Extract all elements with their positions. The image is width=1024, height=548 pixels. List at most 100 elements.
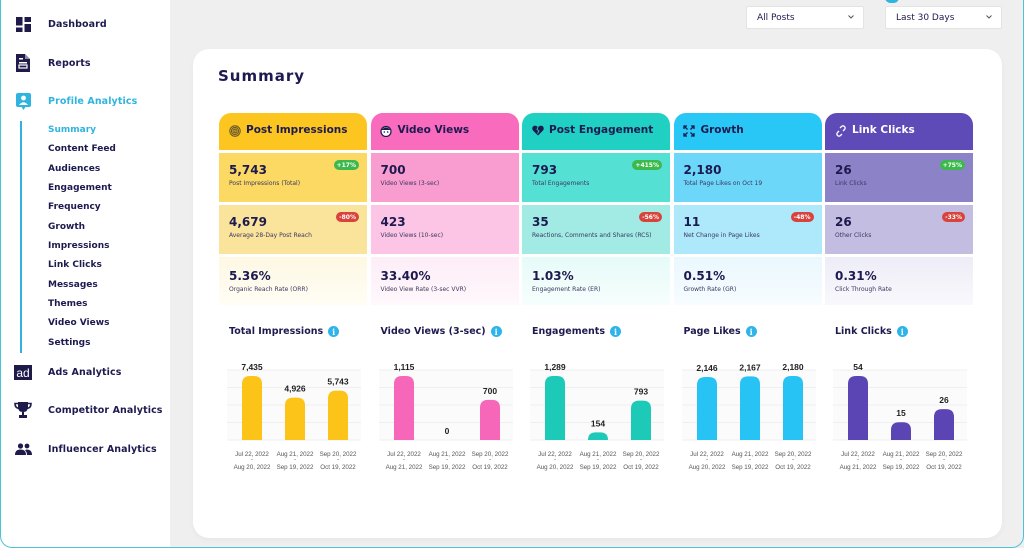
bar	[739, 376, 760, 440]
toggle-indicator[interactable]	[885, 0, 899, 3]
bar	[891, 422, 911, 440]
x-tick-separator: -	[900, 456, 902, 463]
bar	[242, 376, 262, 440]
metric-cell: 5,743 Post Impressions (Total) +17%	[219, 153, 367, 202]
report-icon	[14, 54, 32, 72]
x-tick-separator: -	[748, 456, 750, 463]
submenu-item-frequency[interactable]: Frequency	[48, 202, 101, 212]
summary-metrics-grid: Post Impressions 5,743 Post Impressions …	[219, 113, 973, 305]
info-icon[interactable]: i	[328, 326, 340, 337]
data-label: 700	[482, 386, 496, 396]
data-label: 793	[634, 387, 648, 397]
chart-title: Page Likes	[683, 326, 741, 337]
chart-title: Engagements	[532, 326, 606, 337]
metric-label: Video Views (3-sec)	[380, 180, 440, 187]
sidebar-item-profile-analytics[interactable]: Profile Analytics	[0, 91, 170, 111]
face-icon	[380, 124, 393, 137]
info-icon[interactable]: i	[490, 326, 502, 337]
x-tick-label: Aug 21, 2022	[277, 451, 314, 458]
sidebar-item-influencer-analytics[interactable]: Influencer Analytics	[0, 439, 170, 459]
sidebar-item-ads-analytics[interactable]: ad Ads Analytics	[0, 362, 170, 382]
metric-label: Video Views (10-sec)	[380, 232, 444, 239]
submenu-item-audiences[interactable]: Audiences	[48, 164, 101, 174]
x-tick-label: Jul 22, 2022	[538, 451, 572, 458]
submenu-item-link-clicks[interactable]: Link Clicks	[48, 260, 102, 270]
metric-value: 11	[683, 215, 701, 229]
metric-value: 2,180	[683, 163, 722, 177]
x-tick-label: Jul 22, 2022	[235, 451, 269, 458]
sidebar-item-label: Profile Analytics	[48, 95, 138, 107]
metric-cell: 793 Total Engagements +415%	[522, 153, 670, 202]
metric-value: 5.36%	[229, 269, 271, 283]
metric-cell: 26 Link Clicks +75%	[825, 153, 973, 202]
metric-cell: 26 Other Clicks -33%	[825, 205, 973, 254]
x-tick-label: Jul 22, 2022	[690, 451, 724, 458]
metric-column-title: Post Impressions	[246, 124, 348, 136]
sidebar-item-dashboard[interactable]: Dashboard	[0, 14, 170, 34]
sidebar-item-label: Influencer Analytics	[48, 443, 157, 455]
submenu-item-impressions[interactable]: Impressions	[48, 241, 110, 251]
x-tick-separator: -	[488, 456, 490, 463]
metric-cell: 33.40% Video View Rate (3-sec VVR)	[370, 257, 519, 305]
metric-column-link-clicks: Link Clicks 26 Link Clicks +75% 26 Other…	[825, 113, 973, 305]
data-label: 1,115	[393, 362, 414, 372]
info-icon[interactable]: i	[610, 326, 622, 337]
x-tick-label: Sep 20, 2022	[471, 451, 508, 458]
bar	[588, 432, 608, 440]
metric-value: 793	[532, 163, 558, 177]
dashboard-icon	[14, 15, 32, 33]
submenu-item-video-views[interactable]: Video Views	[48, 318, 110, 328]
metric-label: Reactions, Comments and Shares (RCS)	[532, 232, 652, 239]
metric-column-post-engagement: Post Engagement 793 Total Engagements +4…	[522, 113, 670, 305]
x-tick-label: Aug 20, 2022	[234, 464, 271, 471]
data-label: 5,743	[327, 377, 349, 387]
metric-column-title: Video Views	[397, 124, 470, 136]
submenu-item-themes[interactable]: Themes	[48, 299, 88, 309]
submenu-item-settings[interactable]: Settings	[48, 338, 91, 348]
bar	[934, 409, 954, 440]
metric-value: 4,679	[229, 215, 267, 229]
metric-column-header: Post Impressions	[219, 113, 367, 150]
metric-column-header: Growth	[673, 113, 822, 150]
metric-cell: 0.51% Growth Rate (GR)	[673, 257, 822, 305]
submenu-item-engagement[interactable]: Engagement	[48, 183, 112, 193]
sidebar-item-reports[interactable]: Reports	[0, 53, 170, 73]
metric-label: Link Clicks	[835, 180, 867, 187]
sidebar-item-label: Reports	[48, 57, 91, 69]
chart-total-impressions: Total Impressions i 7,435 Jul 22, 2022- Aug…	[219, 325, 367, 497]
data-label: 2,180	[782, 362, 804, 372]
info-icon[interactable]: i	[745, 326, 757, 337]
chevron-down-icon	[848, 15, 854, 19]
data-label: 0	[444, 426, 449, 436]
metric-label: Net Change in Page Likes	[683, 232, 760, 239]
metric-label: Average 28-Day Post Reach	[229, 232, 312, 239]
x-tick-separator: -	[337, 456, 339, 463]
date-range-select[interactable]: Last 30 Days	[885, 6, 1002, 29]
metric-cell: 35 Reactions, Comments and Shares (RCS) …	[522, 205, 670, 254]
x-tick-separator: -	[791, 456, 793, 463]
x-tick-label: Sep 20, 2022	[774, 451, 811, 458]
date-range-value: Last 30 Days	[896, 12, 955, 23]
sidebar-item-competitor-analytics[interactable]: Competitor Analytics	[0, 400, 170, 420]
x-tick-label: Oct 19, 2022	[623, 464, 659, 471]
metric-label: Total Engagements	[532, 180, 590, 187]
x-tick-label: Sep 20, 2022	[320, 451, 357, 458]
submenu-item-summary[interactable]: Summary	[48, 125, 97, 135]
submenu-item-content-feed[interactable]: Content Feed	[48, 144, 116, 154]
x-tick-label: Jul 22, 2022	[387, 451, 421, 458]
submenu-item-growth[interactable]: Growth	[48, 222, 86, 232]
x-tick-label: Aug 21, 2022	[580, 451, 617, 458]
x-tick-label: Aug 21, 2022	[731, 451, 768, 458]
metric-cell: 0.31% Click Through Rate	[825, 257, 973, 305]
metric-cell: 11 Net Change in Page Likes -48%	[673, 205, 822, 254]
ads-icon: ad	[14, 363, 32, 381]
info-icon[interactable]: i	[896, 326, 908, 337]
bar	[631, 400, 651, 440]
post-type-select[interactable]: All Posts	[746, 6, 864, 29]
chart-engagements: Engagements i 1,289 Jul 22, 2022- Aug 20, 2…	[522, 325, 670, 497]
bar	[285, 397, 305, 440]
svg-text:ad: ad	[16, 366, 29, 380]
submenu-item-messages[interactable]: Messages	[48, 280, 98, 290]
